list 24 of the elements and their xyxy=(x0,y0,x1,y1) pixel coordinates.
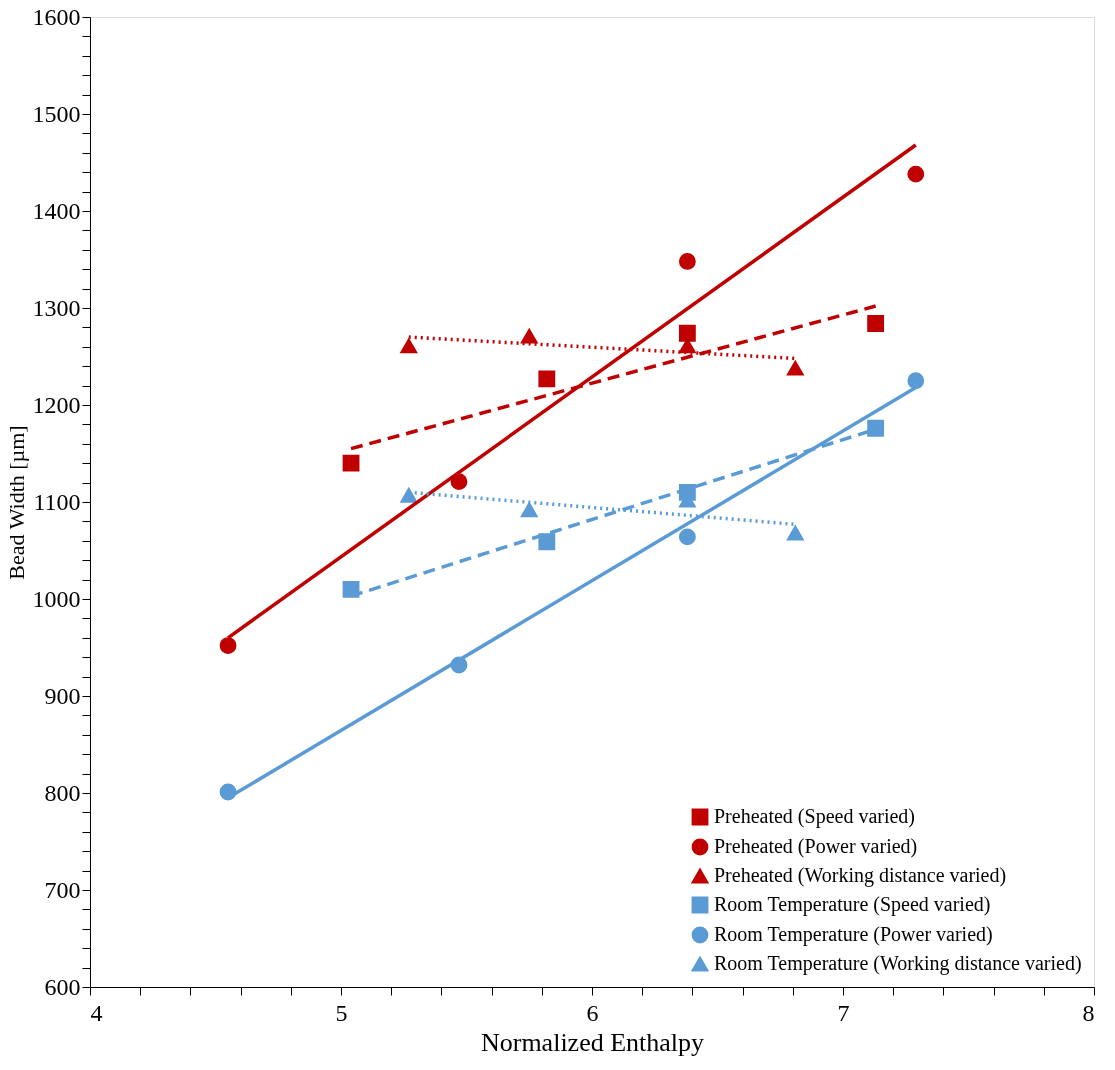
legend-label: Preheated (Power varied) xyxy=(714,835,918,858)
legend-label: Preheated (Working distance varied) xyxy=(714,864,1007,887)
legend-label: Room Temperature (Speed varied) xyxy=(714,893,991,916)
x-axis-title: Normalized Enthalpy xyxy=(480,1027,705,1057)
y-axis-title: Bead Width [µm] xyxy=(3,425,29,580)
y-tick-label: 1500 xyxy=(32,100,81,127)
y-tick-label: 1100 xyxy=(33,488,81,515)
x-tick-label: 8 xyxy=(1082,999,1095,1026)
y-tick-label: 1200 xyxy=(32,391,81,418)
y-tick-label: 1400 xyxy=(32,197,81,224)
x-tick-label: 5 xyxy=(335,999,348,1026)
y-tick-label: 1300 xyxy=(32,294,81,321)
x-tick-label: 4 xyxy=(90,999,103,1026)
x-tick-label: 7 xyxy=(837,999,850,1026)
y-tick-label: 1000 xyxy=(32,585,81,612)
legend-label: Preheated (Speed varied) xyxy=(714,805,916,828)
y-tick-label: 900 xyxy=(44,682,81,709)
y-tick-label: 700 xyxy=(44,876,81,903)
legend-label: Room Temperature (Working distance varied) xyxy=(714,952,1082,975)
x-tick-label: 6 xyxy=(586,999,599,1026)
legend-label: Room Temperature (Power varied) xyxy=(714,923,993,946)
y-tick-label: 600 xyxy=(44,973,81,1000)
y-tick-label: 1600 xyxy=(32,3,81,30)
y-tick-label: 800 xyxy=(44,779,81,806)
